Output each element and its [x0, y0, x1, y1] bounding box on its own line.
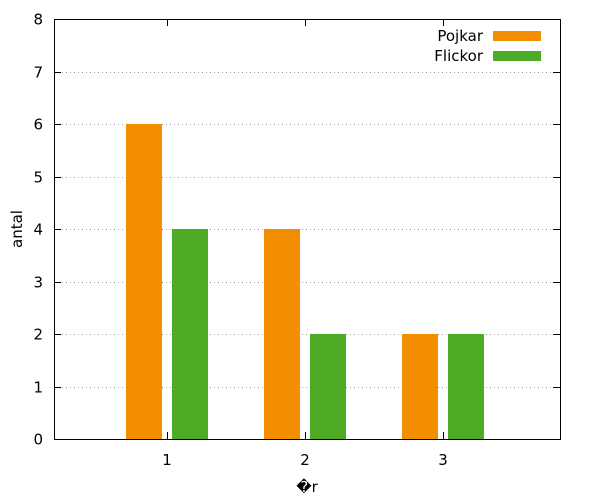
y-tick-label: 0 [33, 431, 43, 449]
x-axis-label: �r [296, 478, 318, 496]
x-tick-label: 1 [162, 451, 172, 469]
legend-label-flickor: Flickor [434, 47, 484, 65]
bars [126, 124, 484, 439]
y-axis-ticks: 0 1 2 3 4 5 6 7 8 [33, 11, 560, 449]
x-tick-label: 3 [438, 451, 448, 469]
legend-swatch-pojkar [493, 31, 541, 41]
y-tick-label: 5 [33, 169, 43, 187]
bar-flickor-2 [310, 334, 346, 439]
y-tick-label: 1 [33, 379, 43, 397]
y-tick-label: 3 [33, 274, 43, 292]
legend: Pojkar Flickor [434, 27, 541, 65]
legend-swatch-flickor [493, 51, 541, 61]
y-tick-label: 6 [33, 116, 43, 134]
x-tick-label: 2 [300, 451, 310, 469]
y-tick-label: 4 [33, 221, 43, 239]
bar-pojkar-3 [402, 334, 438, 439]
y-tick-label: 2 [33, 326, 43, 344]
bar-pojkar-1 [126, 124, 162, 439]
bar-pojkar-2 [264, 229, 300, 439]
bar-flickor-3 [448, 334, 484, 439]
y-tick-label: 8 [33, 11, 43, 29]
bar-flickor-1 [172, 229, 208, 439]
y-tick-label: 7 [33, 64, 43, 82]
legend-label-pojkar: Pojkar [437, 27, 483, 45]
y-axis-label: antal [8, 210, 26, 248]
x-axis-ticks: 1 2 3 [162, 19, 448, 469]
